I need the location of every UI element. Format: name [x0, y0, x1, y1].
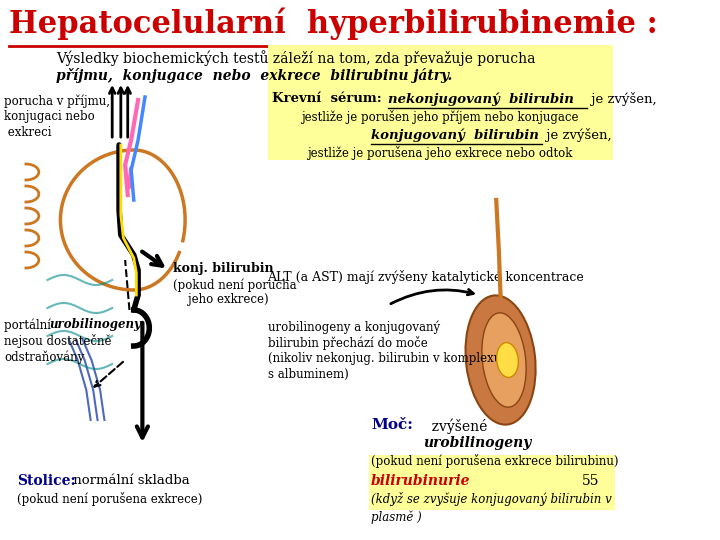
Text: plasmě ): plasmě ) — [371, 510, 422, 523]
Text: (nikoliv nekonjug. bilirubin v komplexu: (nikoliv nekonjug. bilirubin v komplexu — [268, 352, 501, 365]
Text: konj. bilirubin: konj. bilirubin — [173, 262, 273, 275]
Text: portální: portální — [4, 318, 55, 332]
Text: Výsledky biochemických testů záleží na tom, zda převažuje porucha: Výsledky biochemických testů záleží na t… — [56, 50, 536, 66]
Text: urobilinogeny: urobilinogeny — [49, 318, 141, 331]
Ellipse shape — [482, 313, 526, 407]
Text: odstraňovány: odstraňovány — [4, 350, 84, 363]
Text: 55: 55 — [582, 474, 600, 488]
Text: jestliže je porušena jeho exkrece nebo odtok: jestliže je porušena jeho exkrece nebo o… — [307, 146, 573, 160]
Text: konjugovaný  bilirubin: konjugovaný bilirubin — [371, 128, 539, 141]
Text: (pokud není porušena exkrece): (pokud není porušena exkrece) — [17, 492, 202, 506]
Ellipse shape — [466, 295, 536, 424]
Text: nekonjugovaný  bilirubin: nekonjugovaný bilirubin — [388, 92, 575, 105]
FancyBboxPatch shape — [369, 455, 616, 510]
Text: urobilinogeny: urobilinogeny — [423, 436, 531, 450]
Text: s albuminem): s albuminem) — [268, 368, 348, 381]
Text: Hepatocelularní  hyperbilirubinemie :: Hepatocelularní hyperbilirubinemie : — [9, 8, 657, 40]
Text: bilirubinurie: bilirubinurie — [371, 474, 471, 488]
Text: normální skladba: normální skladba — [69, 474, 190, 487]
Text: nejsou dostatečně: nejsou dostatečně — [4, 334, 112, 348]
Text: příjmu,  konjugace  nebo  exkrece  bilirubinu játry.: příjmu, konjugace nebo exkrece bilirubin… — [56, 68, 452, 83]
Ellipse shape — [497, 342, 518, 377]
FancyBboxPatch shape — [268, 45, 613, 160]
Text: Moč:: Moč: — [371, 418, 413, 432]
Text: Stolice:: Stolice: — [17, 474, 76, 488]
Text: konjugaci nebo: konjugaci nebo — [4, 110, 95, 123]
Text: jestliže je porušen jeho příjem nebo konjugace: jestliže je porušen jeho příjem nebo kon… — [302, 110, 579, 124]
Text: je zvýšen,: je zvýšen, — [587, 92, 657, 106]
Text: (když se zvyšuje konjugovaný bilirubin v: (když se zvyšuje konjugovaný bilirubin v — [371, 492, 612, 506]
Text: je zvýšen,: je zvýšen, — [542, 128, 611, 142]
Text: zvýšené: zvýšené — [423, 418, 487, 434]
Text: jeho exkrece): jeho exkrece) — [173, 293, 269, 306]
Text: (pokud není porucha: (pokud není porucha — [173, 278, 296, 292]
Text: porucha v příjmu,: porucha v příjmu, — [4, 94, 110, 107]
Text: (pokud není porušena exkrece bilirubinu): (pokud není porušena exkrece bilirubinu) — [371, 454, 618, 468]
Text: urobilinogeny a konjugovaný: urobilinogeny a konjugovaný — [268, 320, 440, 334]
Text: ALT (a AST) mají zvýšeny katalytické koncentrace: ALT (a AST) mají zvýšeny katalytické kon… — [268, 270, 585, 284]
Text: bilirubin přechází do moče: bilirubin přechází do moče — [268, 336, 427, 350]
Text: exkreci: exkreci — [4, 126, 52, 139]
Text: Krevní  sérum:: Krevní sérum: — [272, 92, 386, 105]
